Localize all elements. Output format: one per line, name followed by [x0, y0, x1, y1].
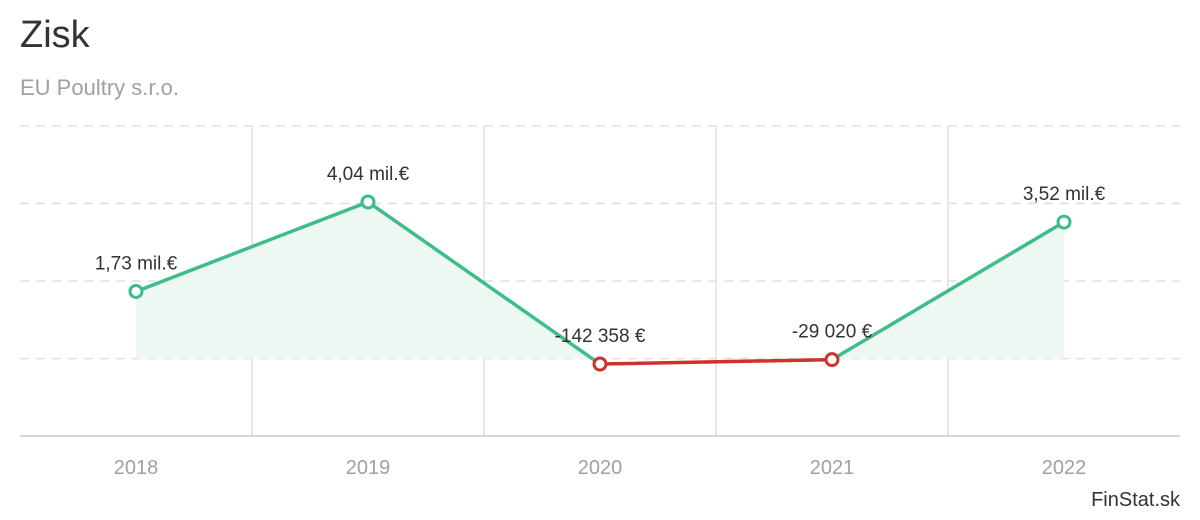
data-label: 1,73 mil.€ [95, 253, 178, 274]
series-line-segment [134, 200, 370, 294]
chart-subtitle: EU Poultry s.r.o. [20, 75, 179, 100]
series-line-segment [366, 200, 602, 366]
chart-title: Zisk [20, 14, 90, 56]
x-tick-label: 2019 [346, 457, 391, 479]
data-point [1056, 214, 1072, 230]
data-label: -142 358 € [555, 326, 646, 347]
x-tick-label: 2018 [114, 457, 159, 479]
series-line-segment [598, 357, 834, 366]
data-label: 4,04 mil.€ [327, 164, 410, 185]
line-layer [134, 200, 1066, 366]
data-point [128, 283, 144, 299]
label-layer: 1,73 mil.€ 4,04 mil.€ -142 358 € -29 020 € 3… [95, 164, 1106, 347]
series-line-segment [830, 220, 1066, 362]
data-point [592, 356, 608, 372]
x-tick-label: 2020 [578, 457, 623, 479]
data-label: 3,52 mil.€ [1023, 184, 1106, 205]
data-label: -29 020 € [792, 322, 873, 343]
positive-area [136, 201, 368, 359]
point-layer [128, 194, 1072, 372]
tick-layer: 2018 2019 2020 2021 2022 [114, 457, 1087, 479]
data-point [360, 194, 376, 210]
x-tick-label: 2021 [810, 457, 855, 479]
finstat-brand[interactable]: FinStat.sk [1091, 489, 1180, 511]
x-tick-label: 2022 [1042, 457, 1087, 479]
data-point [824, 352, 840, 368]
